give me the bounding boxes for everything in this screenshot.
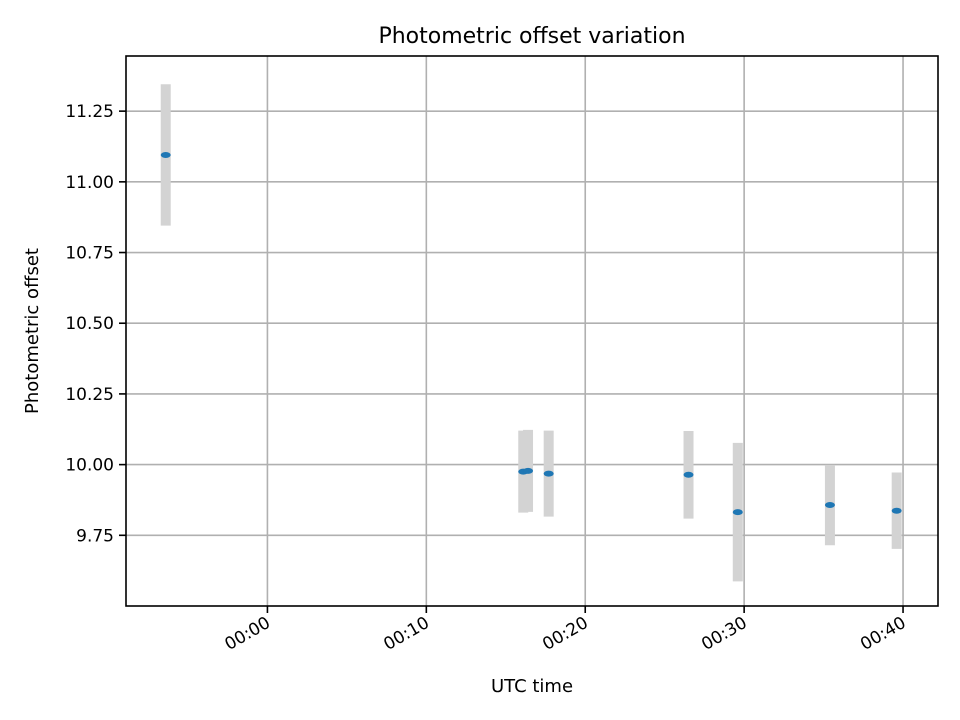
grid	[126, 56, 938, 606]
data-point	[523, 467, 534, 474]
data-point	[824, 502, 835, 509]
x-tick-label: 00:00	[221, 613, 273, 655]
y-tick-label: 10.25	[65, 385, 114, 405]
y-tick-label: 9.75	[76, 526, 114, 546]
y-tick-label: 10.00	[65, 456, 114, 476]
chart-title: Photometric offset variation	[378, 24, 685, 49]
y-tick-label: 11.00	[65, 173, 114, 193]
plot-frame	[125, 55, 939, 607]
x-tick-label: 00:20	[539, 613, 591, 655]
data-point	[891, 507, 902, 514]
x-axis-label: UTC time	[491, 676, 573, 697]
data-point	[160, 151, 171, 158]
x-tick-label: 00:40	[857, 613, 909, 655]
data-point	[543, 470, 554, 477]
y-axis-label: Photometric offset	[22, 248, 43, 414]
axis-ticks: 00:00 00:10 00:20 00:30 00:40 9.75 10.00 10.25 1…	[65, 102, 909, 655]
x-tick-label: 00:30	[698, 613, 750, 655]
data-series	[160, 84, 902, 582]
y-tick-label: 10.75	[65, 244, 114, 264]
data-point	[683, 471, 694, 478]
y-tick-label: 11.25	[65, 102, 114, 122]
data-point	[732, 509, 743, 516]
y-tick-label: 10.50	[65, 314, 114, 334]
x-tick-label: 00:10	[380, 613, 432, 655]
